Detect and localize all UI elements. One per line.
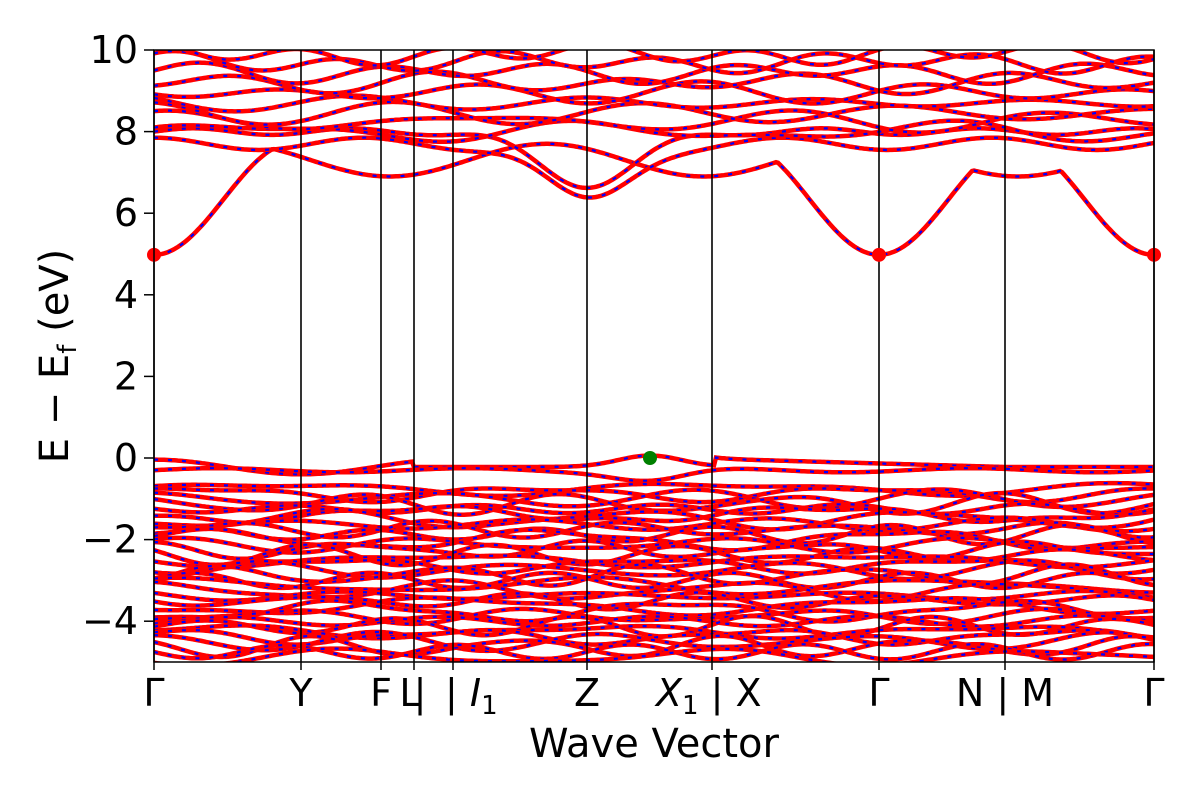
x-axis-ticks: Γ Y F L| | I1 Z X1 | X Γ N | M Γ — [143, 671, 1164, 721]
x-tick-label: Γ — [1143, 671, 1164, 715]
band-line-overlay — [154, 634, 1154, 659]
band-line-overlay — [154, 599, 1154, 623]
band-line — [154, 606, 1154, 627]
x-tick-label: | I1 — [445, 671, 498, 721]
y-axis-label: E − Ef (eV) — [32, 249, 83, 464]
band-line-overlay — [182, 50, 1154, 67]
band-line — [154, 141, 1154, 258]
y-axis-ticks: 10 8 6 4 2 0 −2 −4 — [82, 28, 154, 643]
band-line-overlay — [154, 647, 1154, 662]
x-tick-label: Z — [574, 671, 600, 715]
y-tick-label: 0 — [114, 436, 138, 480]
x-axis-label: Wave Vector — [529, 721, 780, 767]
x-tick-label: X1 | X — [654, 671, 762, 721]
band-line-overlay — [154, 80, 1154, 105]
band-line-overlay — [154, 492, 1154, 516]
band-line — [154, 535, 1154, 555]
band-line-overlay — [154, 100, 1154, 126]
band-line — [154, 135, 1154, 200]
y-axis-label-sub: f — [53, 344, 83, 354]
x-tick-label: Γ — [143, 671, 164, 715]
band-line — [154, 465, 1154, 484]
x-tick-label: Y — [288, 671, 313, 715]
band-edge-markers — [147, 247, 1161, 465]
band-line-overlay — [154, 61, 1154, 85]
x-tick-label: Γ — [868, 671, 889, 715]
x-tick-label: L — [399, 671, 420, 715]
cbm-marker — [872, 247, 886, 262]
band-line-overlay — [154, 136, 1154, 199]
band-line-overlay — [154, 94, 1154, 113]
band-line — [154, 50, 1154, 76]
band-lines — [154, 50, 1154, 662]
x-tick-label: | — [414, 671, 427, 716]
y-tick-label: 4 — [114, 273, 138, 317]
x-tick-label: F — [370, 671, 392, 715]
y-axis-label-unit: (eV) — [32, 249, 78, 345]
band-line-overlay — [154, 70, 1154, 96]
band-line-overlay — [154, 579, 1154, 602]
y-tick-label: −4 — [82, 599, 138, 643]
y-tick-label: 8 — [114, 110, 138, 154]
y-tick-label: 10 — [90, 28, 138, 72]
band-line-overlay — [154, 543, 1154, 567]
vbm-marker — [643, 451, 657, 465]
band-line-overlay — [154, 109, 1154, 134]
band-line — [154, 503, 1154, 526]
y-tick-label: 2 — [114, 354, 138, 398]
band-line-overlay — [154, 559, 1154, 581]
band-line — [154, 501, 1154, 517]
band-line — [154, 613, 1154, 629]
band-line-overlay — [154, 50, 1154, 75]
y-tick-label: 6 — [114, 191, 138, 235]
y-axis-label-main: E − E — [32, 354, 78, 464]
band-line — [154, 623, 1154, 641]
band-line — [154, 515, 1154, 534]
band-line-overlay — [154, 571, 1154, 589]
x-tick-label: N | M — [956, 671, 1054, 716]
band-line-overlay — [154, 142, 1154, 256]
plot-frame — [153, 49, 1155, 663]
band-line — [154, 557, 1154, 576]
band-line-overlay — [154, 119, 1154, 143]
y-tick-label: −2 — [82, 518, 138, 562]
